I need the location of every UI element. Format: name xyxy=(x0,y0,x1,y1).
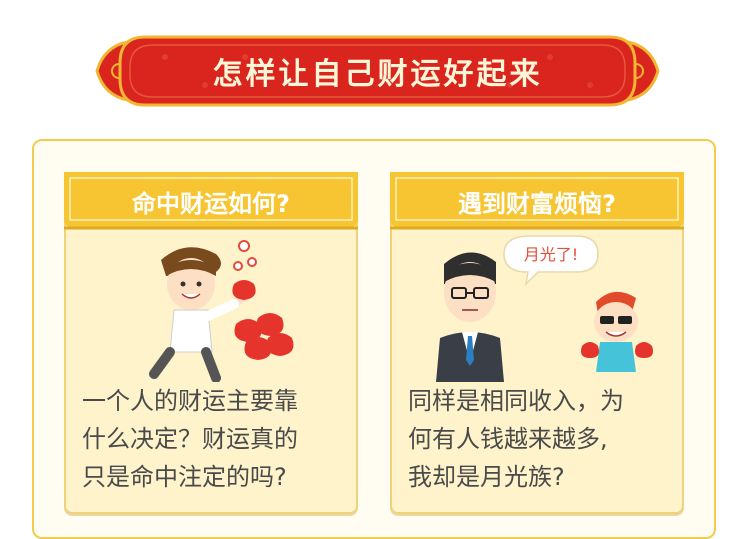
card-title: 命中财运如何? xyxy=(132,189,290,218)
text-line: 同样是相同收入，为 xyxy=(408,387,624,415)
title-bar-shape xyxy=(64,172,358,230)
text-line: 什么决定？财运真的 xyxy=(82,425,298,453)
illustration-man-money-bags xyxy=(66,232,360,383)
man-with-glasses xyxy=(436,252,504,382)
banner-shape xyxy=(95,35,660,107)
card-description: 同样是相同收入，为 何有人钱越来越多, 我却是月光族? xyxy=(408,382,674,496)
speech-bubble: 月光了! xyxy=(503,235,599,287)
card-wealth-worry: 遇到财富烦恼? 月光了! xyxy=(390,172,684,514)
text-line: 只是命中注定的吗? xyxy=(82,463,287,491)
card-title-bar: 命中财运如何? xyxy=(64,172,358,230)
illustration-people: 月光了! xyxy=(392,232,686,382)
banner-title: 怎样让自己财运好起来 xyxy=(212,57,543,92)
banner-pattern xyxy=(162,54,593,88)
bubble-text: 月光了! xyxy=(524,245,578,264)
money-bags xyxy=(232,280,294,360)
card-title: 遇到财富烦恼? xyxy=(458,189,616,218)
text-line: 我却是月光族? xyxy=(408,463,565,491)
text-line: 何有人钱越来越多, xyxy=(408,425,608,453)
title-bar-shape xyxy=(390,172,684,230)
text-line: 一个人的财运主要靠 xyxy=(82,387,298,415)
coins xyxy=(233,240,257,271)
boy-with-bags xyxy=(581,291,653,372)
man-figure xyxy=(149,247,248,383)
card-title-bar: 遇到财富烦恼? xyxy=(390,172,684,230)
card-fortune: 命中财运如何? xyxy=(64,172,358,514)
section-banner: 怎样让自己财运好起来 xyxy=(95,33,660,109)
card-description: 一个人的财运主要靠 什么决定？财运真的 只是命中注定的吗? xyxy=(82,382,348,496)
